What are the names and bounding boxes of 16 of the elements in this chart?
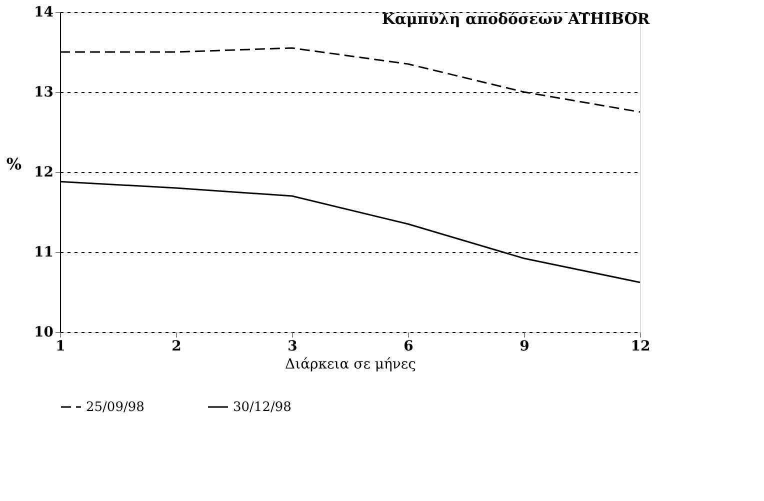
- x-tick-label: 6: [404, 338, 414, 354]
- chart-title: Καμπύλη αποδόσεων ATHIBOR: [382, 10, 650, 28]
- legend-label: 25/09/98: [86, 400, 144, 415]
- y-tick-label: 14: [34, 4, 54, 20]
- y-tick-label: 13: [34, 84, 54, 100]
- x-tick-label: 3: [288, 338, 298, 354]
- x-tick-label: 12: [630, 338, 650, 354]
- x-axis-title: Διάρκεια σε μήνες: [284, 356, 416, 372]
- y-tick-label: 11: [34, 244, 54, 260]
- x-tick-label: 1: [56, 338, 66, 354]
- y-tick-label: 12: [34, 164, 54, 180]
- x-tick-label: 9: [520, 338, 530, 354]
- y-axis-title: %: [6, 154, 22, 174]
- legend-label: 30/12/98: [233, 400, 292, 415]
- x-tick-label: 2: [172, 338, 182, 354]
- y-tick-label: 10: [34, 324, 54, 340]
